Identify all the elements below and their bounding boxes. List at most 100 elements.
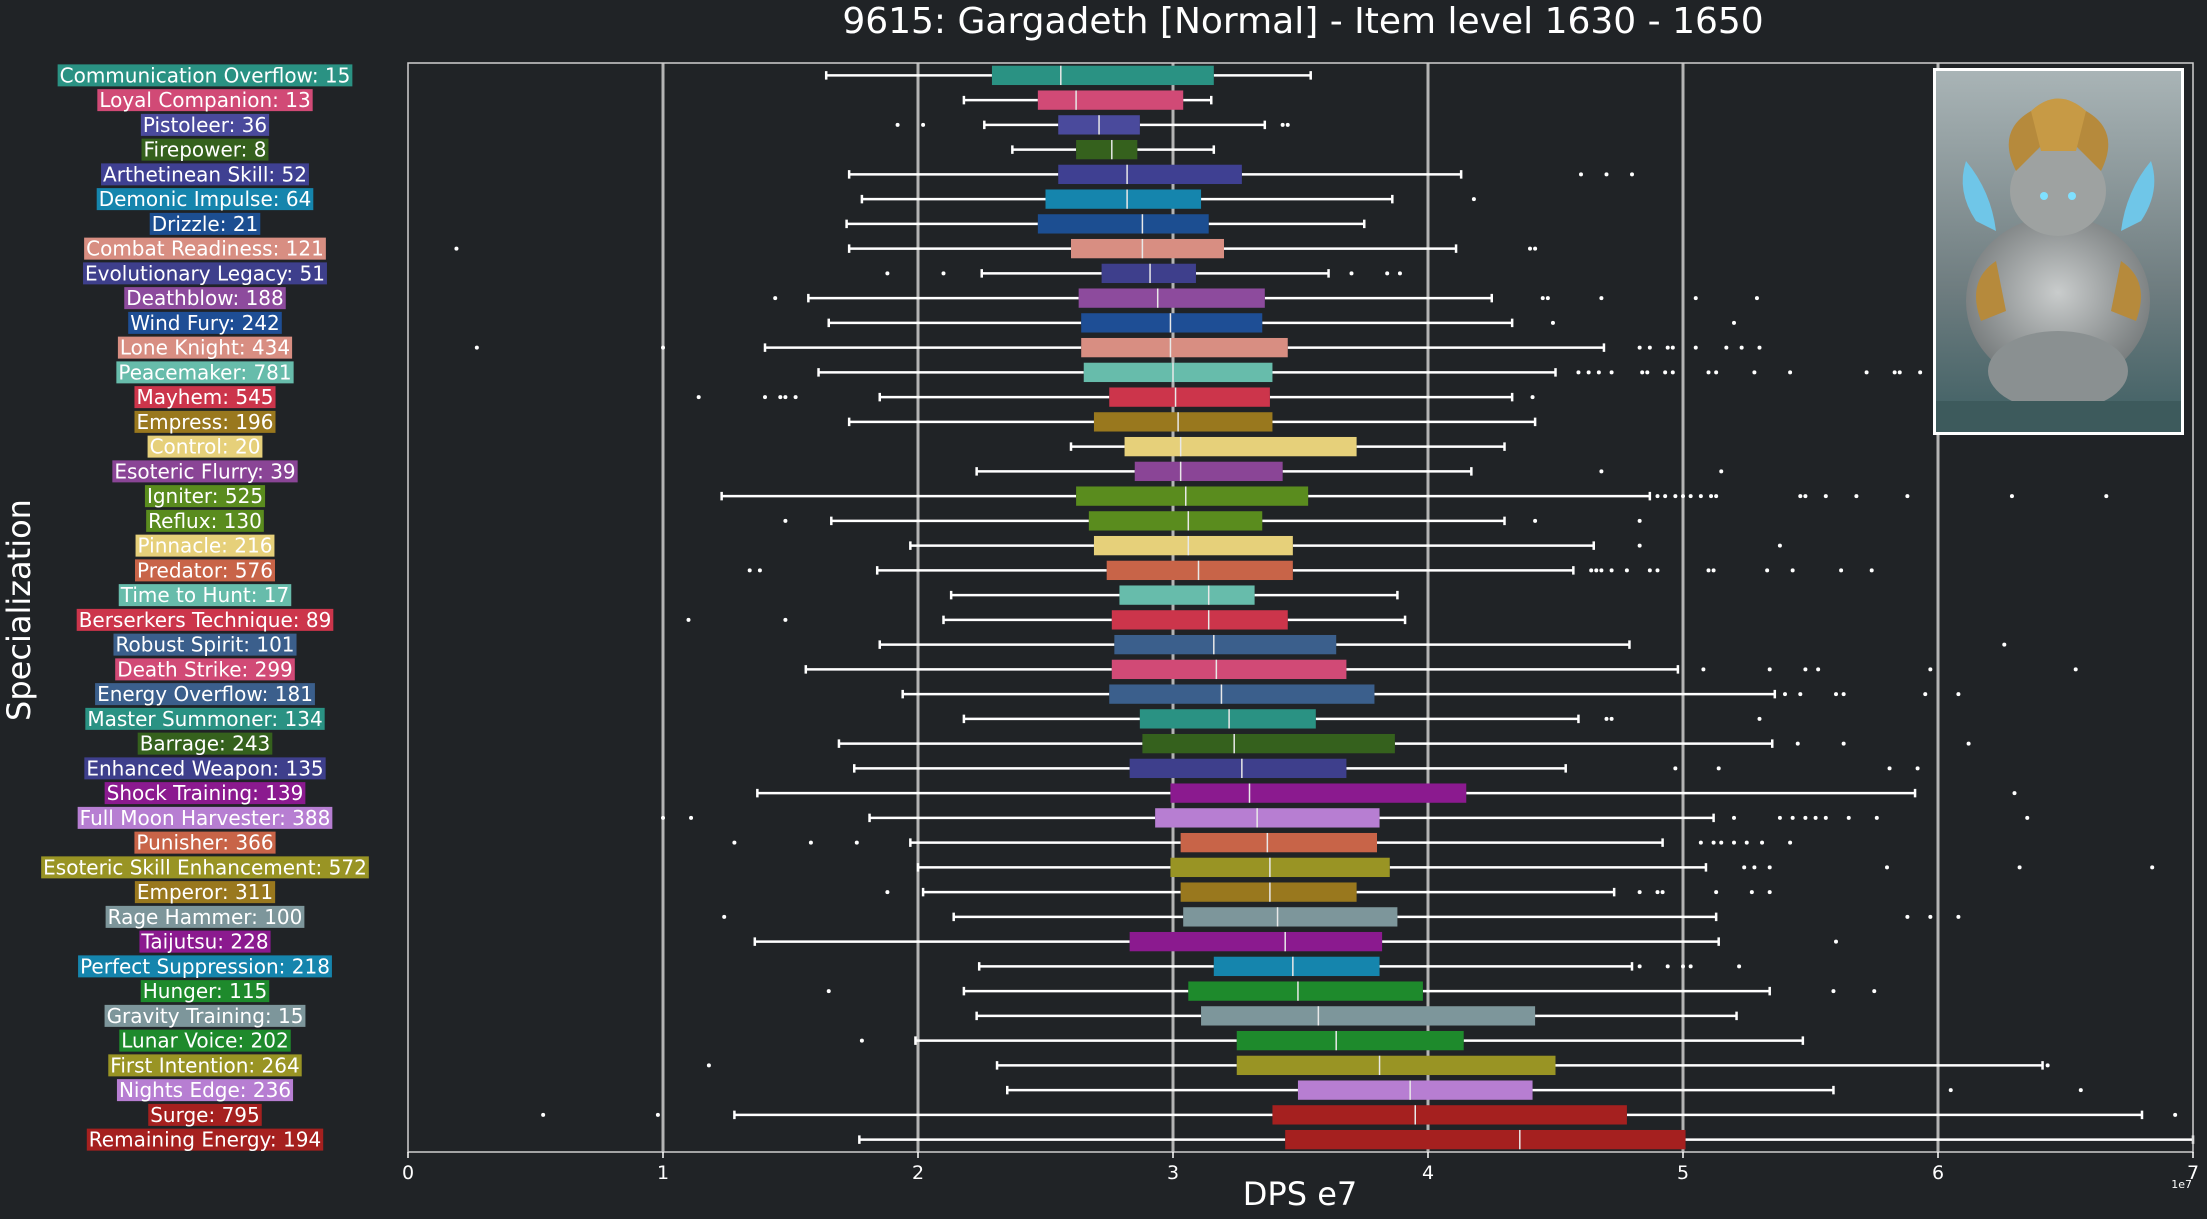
outlier-point xyxy=(1576,370,1581,375)
outlier-point xyxy=(1928,667,1933,672)
y-tick-label: Demonic Impulse: 64 xyxy=(96,187,314,211)
y-tick-label: Emperor: 311 xyxy=(134,880,276,904)
y-tick-label: Lunar Voice: 202 xyxy=(119,1029,291,1053)
y-label-background xyxy=(104,1004,306,1027)
y-tick-label: Pistoleer: 36 xyxy=(140,113,270,137)
y-label-background xyxy=(115,658,295,681)
y-label-text: Nights Edge: 236 xyxy=(119,1078,291,1102)
outlier-point xyxy=(2012,791,2017,796)
y-label-background xyxy=(104,782,306,805)
y-tick-label: Enhanced Weapon: 135 xyxy=(84,756,326,780)
box-iqr xyxy=(1129,758,1347,779)
outlier-point xyxy=(1839,568,1844,573)
outlier-point xyxy=(1533,246,1538,251)
box-iqr xyxy=(1101,263,1196,284)
y-label-background xyxy=(76,608,334,631)
outlier-point xyxy=(1594,568,1599,573)
x-tick-label: 0 xyxy=(402,1162,414,1184)
box-group xyxy=(756,783,2017,803)
box-iqr xyxy=(1139,709,1316,729)
outlier-point xyxy=(1701,667,1706,672)
outlier-point xyxy=(1823,494,1828,499)
outlier-point xyxy=(1706,568,1711,573)
box-group xyxy=(696,387,1535,407)
outlier-point xyxy=(793,395,798,400)
box-group xyxy=(817,362,1923,383)
outlier-point xyxy=(1854,494,1859,499)
outlier-point xyxy=(826,989,831,994)
y-label-background xyxy=(85,707,325,730)
y-tick-label: Master Summoner: 134 xyxy=(85,707,325,731)
box-iqr xyxy=(1170,857,1390,878)
outlier-point xyxy=(1471,197,1476,202)
box-group xyxy=(454,238,1538,259)
outlier-point xyxy=(1777,543,1782,548)
box-group xyxy=(901,684,1961,704)
box-iqr xyxy=(1111,610,1288,630)
box-iqr xyxy=(1285,1129,1686,1150)
outlier-point xyxy=(859,1038,864,1043)
outlier-point xyxy=(1545,296,1550,301)
box-iqr xyxy=(1106,560,1293,581)
outlier-point xyxy=(1660,890,1665,895)
box-iqr xyxy=(1124,436,1357,457)
y-tick-label: Esoteric Flurry: 39 xyxy=(112,459,298,483)
outlier-point xyxy=(1885,865,1889,870)
y-label-text: Mayhem: 545 xyxy=(136,385,273,409)
y-label-background xyxy=(83,262,327,285)
outlier-point xyxy=(1624,568,1629,573)
box-group xyxy=(885,882,1772,902)
box-group xyxy=(541,1105,2178,1125)
outlier-point xyxy=(661,345,665,350)
y-label-text: Esoteric Flurry: 39 xyxy=(114,459,295,483)
y-label-background xyxy=(140,980,270,1003)
box-iqr xyxy=(1081,337,1288,358)
box-iqr xyxy=(1119,585,1255,605)
y-label-background xyxy=(118,584,292,607)
box-iqr xyxy=(1109,684,1375,704)
outlier-point xyxy=(2150,865,2155,870)
box-group xyxy=(1069,436,1506,457)
y-label-text: Arthetinean Skill: 52 xyxy=(103,162,307,186)
outlier-point xyxy=(1604,172,1609,177)
outlier-point xyxy=(2009,494,2014,499)
y-label-text: First Intention: 264 xyxy=(110,1053,299,1077)
outlier-point xyxy=(1841,741,1846,746)
y-label-background xyxy=(84,757,326,780)
y-label-text: Shock Training: 139 xyxy=(107,781,304,805)
y-axis-label: Specialization xyxy=(0,499,38,721)
y-label-background xyxy=(134,831,276,854)
outlier-point xyxy=(1647,345,1652,350)
outlier-point xyxy=(1640,370,1645,375)
outlier-point xyxy=(1798,692,1803,697)
box-group xyxy=(878,634,2007,655)
y-label-text: Berserkers Technique: 89 xyxy=(79,608,332,632)
box-group xyxy=(783,511,1642,531)
outlier-point xyxy=(1956,914,1961,919)
box-group xyxy=(895,115,1290,135)
outlier-point xyxy=(1915,766,1920,771)
box-iqr xyxy=(1297,1080,1533,1100)
box-group xyxy=(962,709,1762,729)
box-iqr xyxy=(1081,313,1263,333)
outlier-point xyxy=(1637,345,1642,350)
box-iqr xyxy=(1155,808,1380,828)
outlier-point xyxy=(1831,989,1836,994)
outlier-point xyxy=(854,840,859,845)
box-iqr xyxy=(1183,907,1398,927)
outlier-point xyxy=(1956,692,1961,697)
y-tick-label: Energy Overflow: 181 xyxy=(95,682,315,706)
outlier-point xyxy=(1790,815,1795,820)
y-label-background xyxy=(140,113,270,136)
y-label-text: Punisher: 366 xyxy=(136,831,273,855)
box-group xyxy=(706,1055,2050,1076)
outlier-point xyxy=(1637,518,1642,523)
outlier-point xyxy=(773,296,778,301)
outlier-point xyxy=(783,395,788,400)
box-iqr xyxy=(1201,1006,1536,1026)
outlier-point xyxy=(1716,766,1721,771)
outlier-point xyxy=(2002,642,2007,647)
box-group xyxy=(859,1030,1805,1051)
outlier-point xyxy=(1757,345,1762,350)
